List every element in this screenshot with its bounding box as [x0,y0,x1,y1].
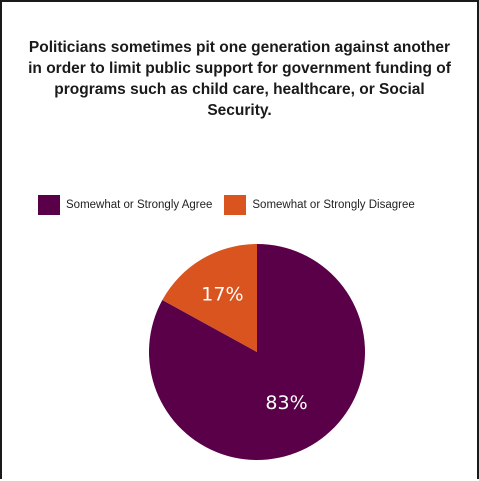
legend-label-agree: Somewhat or Strongly Agree [66,199,213,211]
legend-swatch-disagree [224,195,247,215]
legend-swatch-agree [38,195,60,215]
legend-item-agree: Somewhat or Strongly Agree [38,195,212,215]
legend: Somewhat or Strongly Agree Somewhat or S… [38,195,427,215]
legend-item-disagree: Somewhat or Strongly Disagree [224,195,415,215]
slice-label-agree: 83% [265,392,307,414]
slice-label-disagree: 17% [201,283,243,305]
pie-slice-disagree [162,244,257,352]
legend-label-disagree: Somewhat or Strongly Disagree [252,199,415,211]
chart-title: Politicians sometimes pit one generation… [28,39,451,119]
